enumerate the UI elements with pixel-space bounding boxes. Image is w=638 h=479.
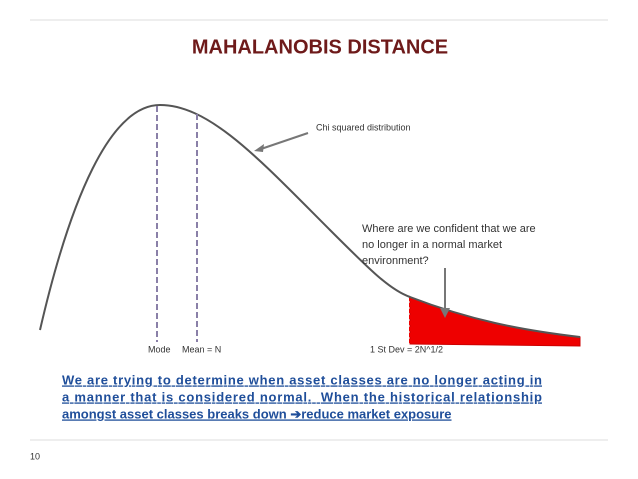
mean-label: Mean = N bbox=[182, 344, 221, 354]
mode-label: Mode bbox=[148, 344, 171, 354]
question-line: no longer in a normal market bbox=[362, 239, 502, 251]
question-arrowhead bbox=[440, 308, 450, 318]
curve-arrow bbox=[257, 132, 309, 151]
curve-annotation: Chi squared distribution bbox=[316, 122, 411, 132]
body-line: a manner that is considered normal. When… bbox=[62, 389, 542, 404]
question-line: environment? bbox=[362, 255, 429, 267]
question-line: Where are we confident that we are bbox=[362, 223, 536, 235]
chi-curve bbox=[39, 103, 581, 338]
tail-area bbox=[409, 296, 581, 347]
body-line: We are trying to determine when asset cl… bbox=[62, 372, 542, 387]
body-line: amongst asset classes breaks down ➔reduc… bbox=[62, 406, 452, 421]
curve-arrowhead bbox=[254, 144, 264, 152]
stdev-label: 1 St Dev = 2N^1/2 bbox=[370, 344, 443, 354]
page-number: 10 bbox=[30, 451, 40, 461]
title: MAHALANOBIS DISTANCE bbox=[192, 36, 448, 58]
